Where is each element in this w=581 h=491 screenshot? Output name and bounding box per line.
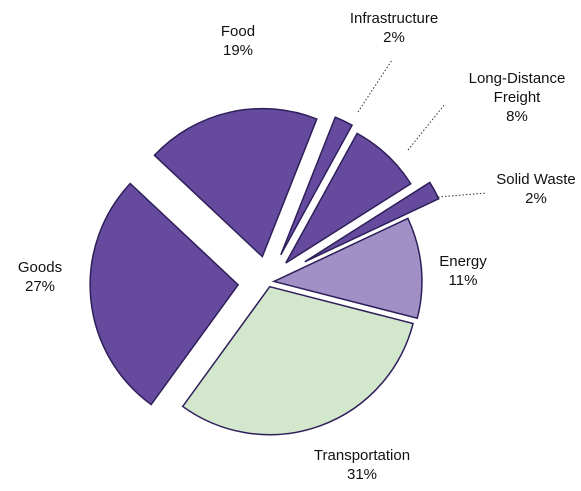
leader-line [357,59,393,113]
value-label: 31% [346,466,378,483]
pie-slice [153,107,318,258]
category-label: Infrastructure [349,10,439,27]
leader-line [407,103,446,151]
slice-label: Solid Waste 2% [486,170,581,208]
category-label: Food [220,23,256,40]
slice-label: Goods 27% [5,258,75,296]
pie-slice [89,182,240,406]
category-label: Solid Waste [496,171,576,188]
value-label: 11% [448,272,478,289]
value-label: 2% [525,190,547,207]
slice-label: Infrastructure 2% [339,9,449,47]
pie-slice [304,181,440,263]
value-label: 19% [222,42,254,59]
value-label: 27% [24,278,56,295]
category-label: Goods [17,259,63,276]
pie-slice [280,116,354,256]
pie-slice [285,132,412,264]
category-label: Long-Distance Freight [468,70,566,106]
value-label: 2% [383,29,405,46]
slice-label: Long-Distance Freight 8% [462,69,572,126]
leader-line [437,192,487,198]
slice-label: Transportation 31% [297,446,427,484]
slice-label: Energy 11% [423,252,503,290]
value-label: 8% [506,108,528,125]
pie-slice [181,285,414,436]
category-label: Energy [439,253,487,270]
pie-slice [271,217,423,320]
slice-label: Food 19% [193,22,283,60]
category-label: Transportation [313,447,411,464]
